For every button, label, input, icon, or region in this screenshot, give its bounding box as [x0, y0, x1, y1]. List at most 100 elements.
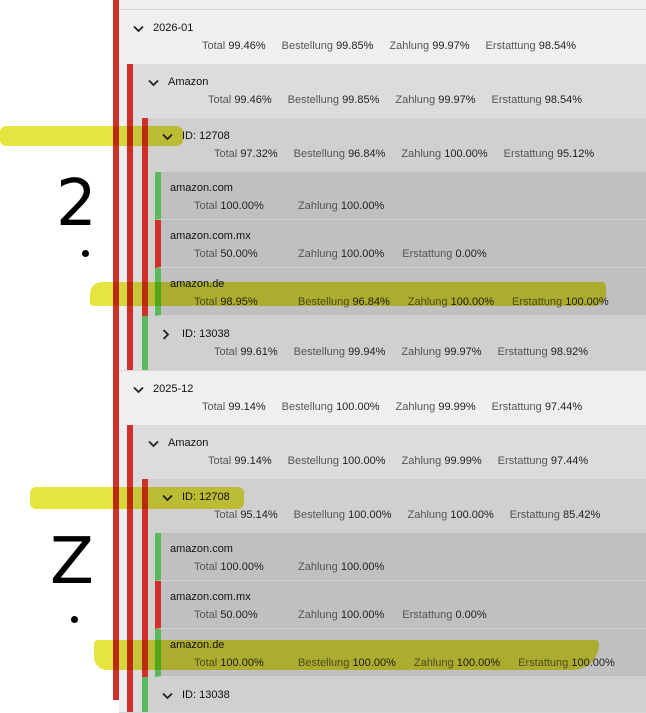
- metric-value: 99.85%: [342, 94, 380, 106]
- domain-row: amazon.com Total 100.00% Zahlung 100.00%: [155, 172, 646, 220]
- node-title-row[interactable]: ID: 12708: [148, 128, 646, 145]
- node-header[interactable]: ID: 12708 Total 95.14% Bestellung 100.00% Z…: [148, 479, 646, 533]
- domain-row: amazon.com Total 100.00% Zahlung 100.00%: [155, 533, 646, 581]
- metric-label: Bestellung: [293, 509, 345, 521]
- metric-label: Total: [214, 148, 238, 160]
- metric-erstattung: Erstattung 97.44%: [498, 452, 589, 471]
- metrics-row: Total 100.00% Zahlung 100.00%: [161, 197, 646, 216]
- node-title-row[interactable]: 2026-01: [119, 20, 646, 37]
- node-header[interactable]: Amazon Total 99.14% Bestellung 100.00% Zahl…: [133, 425, 646, 479]
- node-header[interactable]: ID: 13038: [148, 677, 646, 712]
- node-header[interactable]: 2025-12 Total 99.14% Bestellung 100.00% Zah…: [119, 371, 646, 425]
- metric-label: Erstattung: [512, 296, 563, 308]
- metric-total: Total 100.00%: [194, 197, 280, 216]
- metric-zahlung: Zahlung 99.99%: [402, 452, 482, 471]
- metric-total: Total 99.46%: [202, 37, 266, 56]
- metric-label: Zahlung: [395, 94, 436, 106]
- handwritten-annotation: 2: [56, 167, 97, 241]
- node-title-row[interactable]: ID: 13038: [148, 326, 646, 343]
- chevron-down-icon[interactable]: [162, 133, 182, 141]
- node-children: amazon.com Total 100.00% Zahlung 100.00% am…: [148, 533, 646, 677]
- metric-bestellung: Bestellung 99.94%: [294, 343, 386, 362]
- handwritten-annotation: Z: [50, 525, 94, 599]
- node-title-row: amazon.com.mx: [161, 228, 646, 245]
- node-title: ID: 13038: [182, 328, 230, 340]
- tree-node: ID: 13038 Total 99.61% Bestellung 99.94% Za…: [142, 316, 646, 370]
- node-children: ID: 12708 Total 97.32% Bestellung 96.84% Za…: [133, 118, 646, 370]
- metric-value: 97.44%: [544, 401, 583, 413]
- metric-label: Bestellung: [298, 657, 350, 669]
- metric-label: Zahlung: [401, 148, 442, 160]
- metric-label: Total: [194, 609, 218, 621]
- metric-zahlung: Zahlung 99.97%: [401, 343, 481, 362]
- metric-label: Erstattung: [503, 148, 554, 160]
- node-children: Amazon Total 99.46% Bestellung 99.85% Zahlu…: [119, 64, 646, 370]
- metric-value: 98.54%: [538, 40, 577, 52]
- node-title-row[interactable]: Amazon: [133, 74, 646, 91]
- metric-label: Zahlung: [298, 609, 338, 621]
- node-title-row[interactable]: ID: 13038: [148, 687, 646, 704]
- metric-label: Erstattung: [402, 609, 453, 621]
- metric-label: Total: [194, 248, 218, 260]
- node-header[interactable]: ID: 13038 Total 99.61% Bestellung 99.94% Za…: [148, 316, 646, 370]
- chevron-down-icon[interactable]: [148, 79, 168, 87]
- metric-value: 100.00%: [444, 148, 488, 160]
- node-title: ID: 12708: [182, 130, 230, 142]
- metric-label: Erstattung: [497, 455, 548, 467]
- metrics-row: Total 100.00% Bestellung 100.00% Zahlung 1…: [161, 654, 646, 673]
- metric-value: 96.84%: [352, 296, 390, 308]
- metric-total: Total 100.00%: [194, 654, 280, 673]
- metric-zahlung: Zahlung 99.99%: [396, 398, 476, 417]
- tree-node: Amazon Total 99.14% Bestellung 100.00% Zahl…: [127, 425, 646, 712]
- metric-value: 97.32%: [240, 148, 278, 160]
- metric-total: Total 95.14%: [214, 506, 278, 525]
- metric-label: Zahlung: [389, 40, 430, 52]
- metric-value: 99.94%: [348, 346, 386, 358]
- metrics-row: Total 95.14% Bestellung 100.00% Zahlung 10…: [148, 506, 646, 525]
- metric-total: Total 50.00%: [194, 245, 280, 264]
- chevron-right-icon[interactable]: [162, 329, 182, 340]
- metric-label: Bestellung: [281, 40, 333, 52]
- chevron-down-icon[interactable]: [148, 440, 168, 448]
- metric-erstattung: Erstattung 98.54%: [492, 91, 583, 110]
- metrics-row: Total 99.14% Bestellung 100.00% Zahlung 99…: [119, 398, 646, 417]
- metric-value: 97.44%: [550, 455, 589, 467]
- metric-value: 95.14%: [240, 509, 278, 521]
- node-title-row[interactable]: ID: 12708: [148, 489, 646, 506]
- domain-row: amazon.de Total 100.00% Bestellung 100.00%…: [155, 629, 646, 677]
- node-header[interactable]: Amazon Total 99.46% Bestellung 99.85% Zahlu…: [133, 64, 646, 118]
- node-header[interactable]: 2026-01 Total 99.46% Bestellung 99.85% Zahl…: [119, 10, 646, 64]
- node-children: Amazon Total 99.14% Bestellung 100.00% Zahl…: [119, 425, 646, 712]
- node-header[interactable]: ID: 12708 Total 97.32% Bestellung 96.84% Za…: [148, 118, 646, 172]
- node-title: amazon.de: [170, 639, 225, 651]
- chevron-down-icon[interactable]: [133, 386, 153, 394]
- node-title-row[interactable]: 2025-12: [119, 381, 646, 398]
- tree-node: 2025-12 Total 99.14% Bestellung 100.00% Zah…: [119, 371, 646, 713]
- chevron-down-icon[interactable]: [162, 692, 182, 700]
- metric-label: Zahlung: [407, 509, 448, 521]
- node-header: amazon.de Total 100.00% Bestellung 100.00%…: [161, 629, 646, 676]
- metric-label: Total: [214, 509, 238, 521]
- chevron-down-icon[interactable]: [133, 25, 153, 33]
- metric-value: 100.00%: [565, 296, 609, 308]
- tree-node: ID: 12708 Total 97.32% Bestellung 96.84% Za…: [142, 118, 646, 316]
- metric-zahlung: Zahlung 99.97%: [389, 37, 469, 56]
- metric-value: 100.00%: [220, 200, 264, 212]
- metric-label: Erstattung: [497, 346, 548, 358]
- metric-value: 99.85%: [336, 40, 374, 52]
- node-title-row[interactable]: Amazon: [133, 435, 646, 452]
- metric-zahlung: Zahlung 100.00%: [298, 558, 384, 577]
- metric-erstattung: Erstattung 98.54%: [486, 37, 577, 56]
- metric-label: Total: [208, 455, 232, 467]
- metric-label: Total: [208, 94, 232, 106]
- metric-value: 100.00%: [450, 509, 494, 521]
- node-title: amazon.com.mx: [170, 591, 251, 603]
- chevron-down-icon[interactable]: [162, 494, 182, 502]
- metric-bestellung: Bestellung 100.00%: [288, 452, 386, 471]
- metric-value: 100.00%: [340, 609, 385, 621]
- metric-value: 99.61%: [240, 346, 278, 358]
- metric-erstattung: Erstattung 98.92%: [498, 343, 589, 362]
- metric-value: 100.00%: [450, 296, 495, 308]
- metric-label: Bestellung: [293, 148, 345, 160]
- handwritten-dot: [82, 250, 89, 257]
